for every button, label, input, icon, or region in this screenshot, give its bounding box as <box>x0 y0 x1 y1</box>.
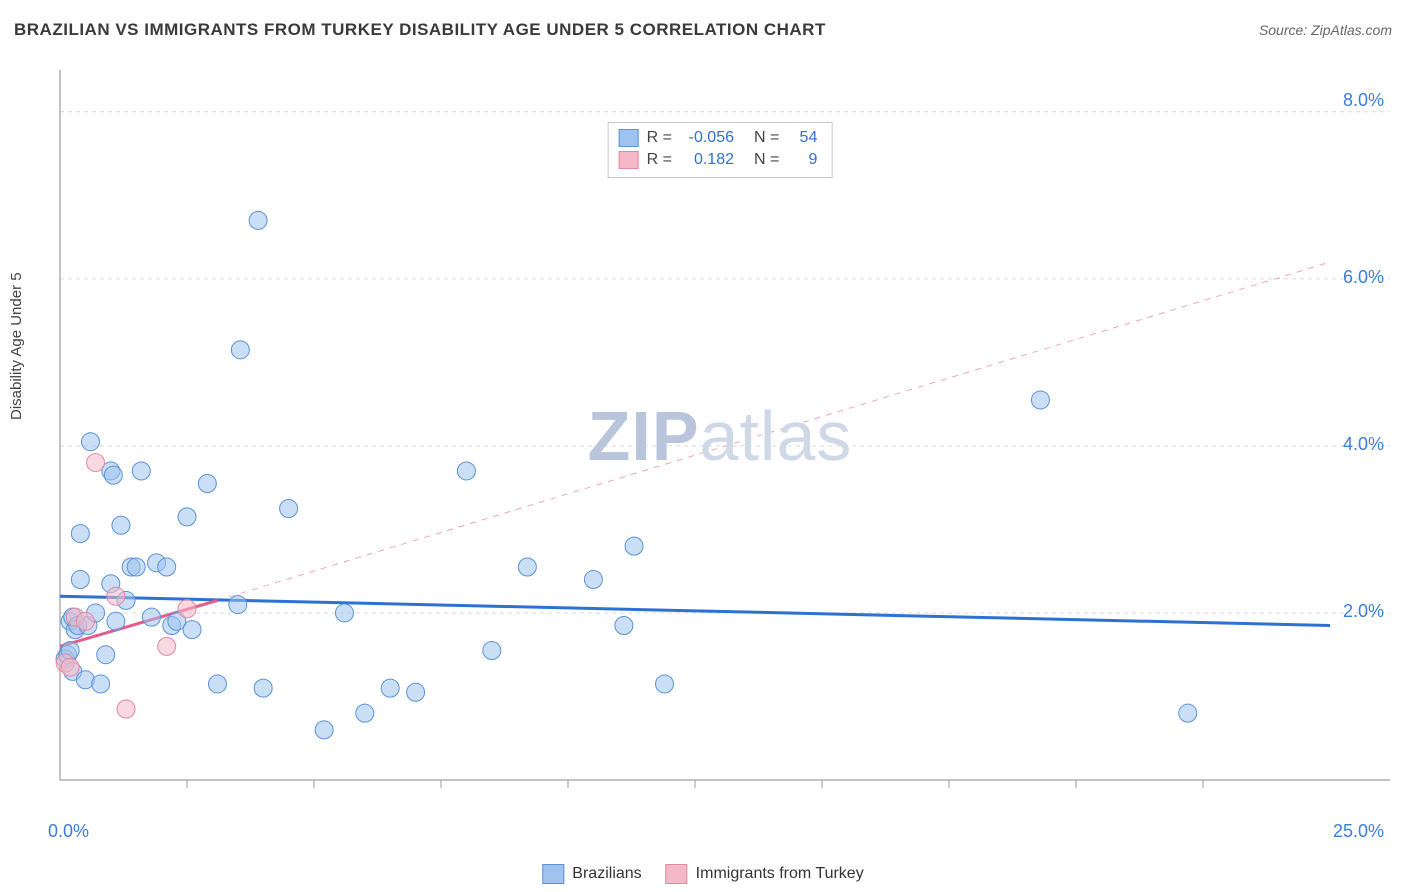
stats-n-label: N = <box>754 149 779 171</box>
stats-r-label: R = <box>647 149 672 171</box>
x-min-label: 0.0% <box>48 821 89 842</box>
stats-swatch <box>619 129 639 147</box>
correlation-stats-box: R = -0.056 N = 54 R = 0.182 N = 9 <box>608 122 833 178</box>
source-attribution: Source: ZipAtlas.com <box>1259 22 1392 38</box>
stats-swatch <box>619 151 639 169</box>
stats-n-label: N = <box>754 127 779 149</box>
stats-row: R = 0.182 N = 9 <box>619 149 818 171</box>
legend-item: Brazilians <box>542 864 641 884</box>
y-tick-label: 8.0% <box>1343 90 1384 111</box>
y-tick-label: 6.0% <box>1343 267 1384 288</box>
legend-swatch <box>666 864 688 884</box>
y-tick-label: 4.0% <box>1343 434 1384 455</box>
series-legend: Brazilians Immigrants from Turkey <box>542 864 863 884</box>
y-axis-label: Disability Age Under 5 <box>8 272 25 420</box>
x-max-label: 25.0% <box>1333 821 1384 842</box>
stats-n-value: 54 <box>789 127 817 149</box>
y-tick-label: 2.0% <box>1343 601 1384 622</box>
chart-area: ZIPatlas R = -0.056 N = 54 R = 0.182 N =… <box>50 60 1390 820</box>
chart-title: BRAZILIAN VS IMMIGRANTS FROM TURKEY DISA… <box>14 20 826 40</box>
legend-item: Immigrants from Turkey <box>666 864 864 884</box>
stats-r-value: -0.056 <box>682 127 734 149</box>
stats-r-value: 0.182 <box>682 149 734 171</box>
title-bar: BRAZILIAN VS IMMIGRANTS FROM TURKEY DISA… <box>14 16 1392 44</box>
legend-label: Immigrants from Turkey <box>696 865 864 883</box>
stats-n-value: 9 <box>789 149 817 171</box>
stats-r-label: R = <box>647 127 672 149</box>
legend-label: Brazilians <box>572 865 641 883</box>
stats-row: R = -0.056 N = 54 <box>619 127 818 149</box>
legend-swatch <box>542 864 564 884</box>
